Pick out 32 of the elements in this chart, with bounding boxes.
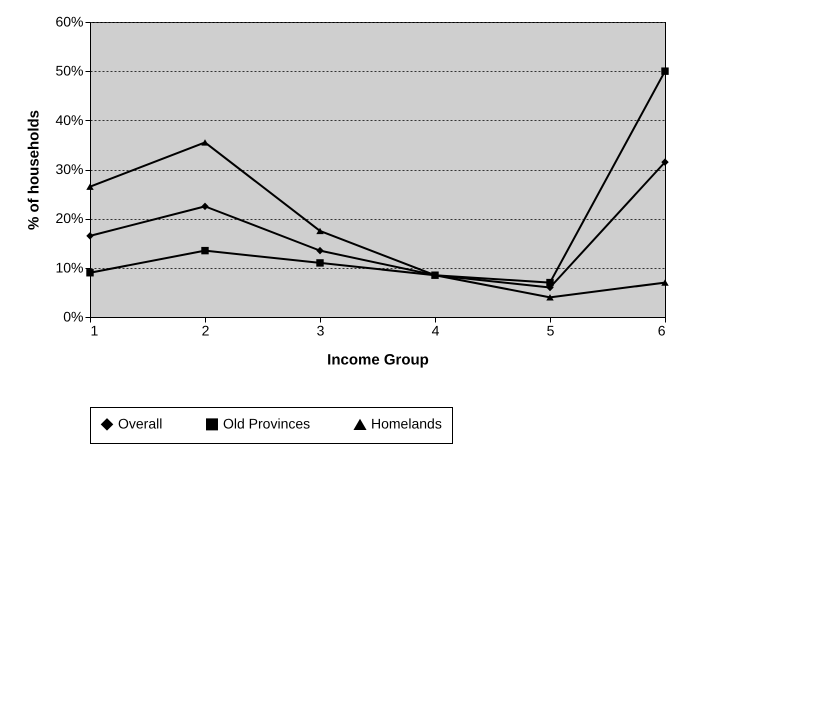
y-tick-label: 60% (55, 14, 84, 30)
y-axis-title: % of households (25, 110, 42, 230)
point (661, 279, 669, 286)
x-tick-label: 2 (202, 322, 210, 338)
x-tick-label: 4 (432, 322, 440, 338)
x-tick-label: 3 (316, 322, 325, 338)
legend-label: Homelands (371, 416, 442, 432)
y-tick-label: 0% (63, 308, 84, 324)
legend-label: Old Provinces (223, 415, 310, 432)
x-tick-label: 1 (90, 322, 98, 338)
point (86, 269, 94, 276)
point (86, 183, 94, 190)
point (201, 139, 209, 146)
point (316, 246, 324, 254)
point (546, 278, 554, 286)
point (316, 228, 324, 234)
y-tick-label: 10% (55, 259, 84, 276)
x-tick-label: 6 (658, 322, 666, 338)
y-tick-label: 40% (55, 112, 84, 128)
y-tick-label: 20% (55, 210, 84, 226)
point (546, 294, 554, 301)
point (661, 67, 669, 75)
point (201, 246, 209, 254)
x-axis-title: Income Group (327, 352, 429, 368)
point (316, 259, 324, 267)
point (86, 232, 94, 240)
legend-label: Overall (118, 415, 162, 432)
point (661, 158, 669, 166)
y-tick-label: 30% (55, 161, 84, 177)
x-tick-label: 5 (546, 322, 555, 338)
point (201, 202, 209, 210)
y-tick-label: 50% (55, 62, 84, 79)
